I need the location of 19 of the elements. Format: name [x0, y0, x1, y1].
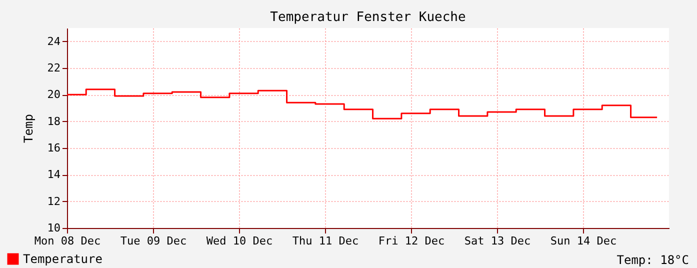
- y-tick-label: 20: [47, 88, 60, 102]
- x-tick-label: Sun 14 Dec: [550, 234, 617, 248]
- y-tick-label: 14: [47, 168, 61, 182]
- text: Temp: 18°C: [616, 253, 689, 267]
- x-tick-label: Mon 08 Dec: [34, 234, 101, 248]
- x-tick-label: Thu 11 Dec: [292, 234, 359, 248]
- legend-label: Temperature: [23, 252, 102, 266]
- x-tick-label: Tue 09 Dec: [120, 234, 187, 248]
- y-tick-label: 12: [47, 194, 60, 208]
- x-tick-label: Wed 10 Dec: [206, 234, 273, 248]
- x-tick-label: Sat 13 Dec: [464, 234, 531, 248]
- y-tick-label: 18: [47, 114, 60, 128]
- y-tick-label: 16: [47, 142, 60, 154]
- y-axis-title: Temp: [21, 114, 36, 143]
- y-tick-label: 10: [47, 222, 60, 234]
- chart-title: Temperatur Fenster Kueche: [270, 10, 466, 25]
- y-tick-label: 24: [47, 34, 61, 48]
- y-tick-label: 22: [47, 62, 60, 74]
- x-tick-label: Fri 12 Dec: [378, 234, 445, 248]
